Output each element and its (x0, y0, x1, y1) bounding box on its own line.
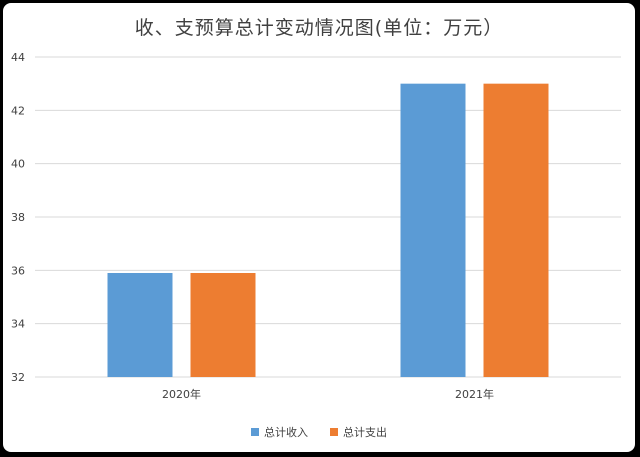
chart-frame: 收、支预算总计变动情况图(单位：万元） 32 34 36 38 40 42 44 2020年… (3, 3, 635, 452)
bar-income-1 (400, 83, 466, 378)
y-tick-label: 38 (11, 211, 25, 224)
legend-item-expense[interactable]: 总计支出 (330, 424, 387, 440)
y-tick-label: 44 (11, 51, 25, 64)
y-axis-ticks: 32 34 36 38 40 42 44 (11, 51, 25, 384)
legend-label-income: 总计收入 (264, 426, 308, 439)
y-tick-label: 36 (11, 264, 25, 277)
chart-title: 收、支预算总计变动情况图(单位：万元） (134, 17, 504, 39)
y-tick-label: 42 (11, 104, 25, 117)
chart-plot: 32 34 36 38 40 42 44 2020年 2021年 (11, 51, 621, 401)
x-tick-label: 2020年 (162, 387, 201, 401)
legend-swatch-expense (330, 428, 338, 436)
legend: 总计收入 总计支出 (3, 424, 635, 440)
bar-expense-1 (483, 83, 549, 378)
bar-income-0 (107, 273, 173, 377)
legend-swatch-income (251, 428, 259, 436)
bar-expense-0 (190, 273, 256, 377)
x-tick-label: 2021年 (455, 387, 494, 401)
y-tick-label: 32 (11, 371, 25, 384)
legend-label-expense: 总计支出 (343, 426, 387, 439)
y-tick-label: 40 (11, 158, 25, 171)
x-axis-ticks: 2020年 2021年 (162, 387, 494, 401)
bars (107, 83, 549, 378)
legend-item-income[interactable]: 总计收入 (251, 424, 308, 440)
y-tick-label: 34 (11, 318, 25, 331)
